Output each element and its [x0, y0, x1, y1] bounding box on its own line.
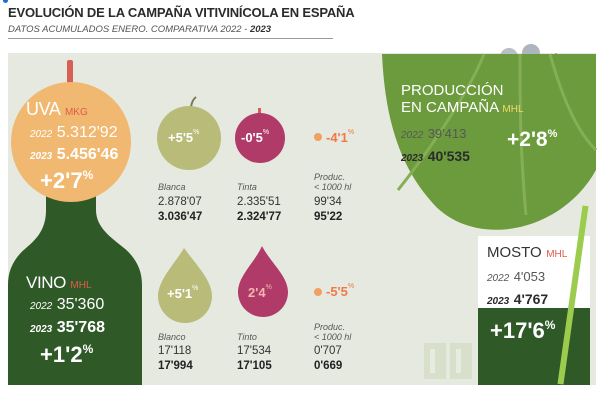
- subtitle-prefix: DATOS ACUMULADOS ENERO. COMPARATIVA 2022…: [8, 24, 250, 35]
- uva-blanca-2022: 2.878'07: [158, 196, 202, 208]
- uva-tinta-change: -0'5%: [241, 129, 270, 145]
- vino-change-value: +1'2: [40, 342, 83, 367]
- production-label-line1: PRODUCCIÓN: [401, 82, 504, 99]
- uva-produc-2023: 95'22: [314, 211, 343, 223]
- uva-blanca-change: +5'5%: [168, 129, 200, 145]
- uva-produc-name-line2: < 1000 hl: [314, 182, 352, 192]
- uva-2023-row: 2023 5.456'46: [30, 146, 118, 164]
- production-change-pct: %: [547, 128, 558, 140]
- wine-bottle: [8, 186, 142, 385]
- mosto-change-value: +17'6: [490, 318, 545, 343]
- vino-blanco-change: +5'1%: [167, 285, 199, 301]
- vino-tinto-name: Tinto: [237, 332, 257, 342]
- vino-2023-row: 2023 35'768: [30, 319, 105, 337]
- mosto-heading: MOSTO MHL: [487, 244, 567, 262]
- uva-heading: UVA MKG: [26, 99, 88, 120]
- vino-label: VINO: [26, 273, 66, 292]
- production-2022-value: 39'413: [427, 126, 467, 141]
- red-grape-icon: [235, 113, 285, 163]
- vino-blanco-2022: 17'118: [158, 345, 192, 357]
- vino-unit: MHL: [70, 280, 92, 291]
- vino-blanco-name: Blanco: [158, 332, 186, 342]
- small-production-drop-icon: [314, 288, 322, 296]
- mosto-label: MOSTO: [487, 244, 542, 261]
- production-change-value: +2'8: [507, 128, 548, 151]
- mosto-2022-label: 2022: [487, 273, 510, 284]
- vino-tinto-2022: 17'534: [237, 345, 272, 357]
- uva-change-pct: %: [82, 168, 94, 182]
- mosto-2022-value: 4'053: [513, 269, 546, 284]
- production-change: +2'8%: [507, 128, 557, 152]
- vino-blanco-2023: 17'994: [158, 360, 193, 372]
- mosto-unit: MHL: [546, 249, 568, 260]
- vino-2023-label: 2023: [30, 324, 53, 335]
- vino-produc-change: -5'5%: [326, 283, 355, 299]
- subtitle-year: 2023: [249, 24, 272, 35]
- title-divider: [8, 38, 333, 39]
- vino-produc-name-line2: < 1000 hl: [314, 332, 352, 342]
- vino-2022-label: 2022: [30, 301, 53, 312]
- uva-blanca-name: Blanca: [158, 182, 186, 192]
- watermark-logo: [424, 343, 472, 379]
- production-2023-value: 40'535: [427, 148, 470, 164]
- vino-change-pct: %: [82, 342, 94, 356]
- white-grape-icon: [157, 106, 221, 170]
- mosto-2023-row: 2023 4'767: [487, 291, 548, 309]
- uva-2022-row: 2022 5.312'92: [30, 124, 118, 142]
- mosto-2022-row: 2022 4'053: [487, 268, 545, 286]
- vino-produc-name: Produc. < 1000 hl: [314, 322, 351, 342]
- vino-2022-row: 2022 35'360: [30, 296, 104, 314]
- uva-produc-name-line1: Produc.: [314, 172, 346, 182]
- uva-produc-change: -4'1%: [326, 129, 355, 145]
- uva-tinta-2022: 2.335'51: [237, 196, 281, 208]
- vino-tinto-change: 2'4%: [248, 284, 272, 300]
- uva-2022-label: 2022: [30, 129, 53, 140]
- vino-produc-name-line1: Produc.: [314, 322, 346, 332]
- production-2023-row: 2023 40'535: [401, 148, 470, 166]
- uva-blanca-2023: 3.036'47: [158, 211, 203, 223]
- vino-2023-value: 35'768: [56, 319, 105, 336]
- vino-produc-2022: 0'707: [314, 345, 342, 357]
- red-wine-drop-icon: [238, 246, 288, 317]
- small-production-grape-icon: [314, 133, 322, 141]
- production-hill: [382, 54, 596, 230]
- uva-2023-label: 2023: [30, 151, 53, 162]
- uva-produc-name: Produc. < 1000 hl: [314, 172, 351, 192]
- production-2023-label: 2023: [401, 153, 424, 164]
- uva-2023-value: 5.456'46: [56, 146, 119, 163]
- page-subtitle: DATOS ACUMULADOS ENERO. COMPARATIVA 2022…: [8, 24, 271, 35]
- uva-unit: MKG: [64, 107, 88, 118]
- vino-heading: VINO MHL: [26, 273, 92, 293]
- production-2022-row: 2022 39'413: [401, 125, 466, 143]
- production-heading: PRODUCCIÓN EN CAMPAÑA MHL: [401, 82, 524, 118]
- uva-tinta-name: Tinta: [237, 182, 257, 192]
- white-wine-drop-icon: [158, 248, 212, 323]
- production-2022-label: 2022: [401, 130, 424, 141]
- uva-2022-value: 5.312'92: [56, 124, 118, 141]
- uva-change: +2'7%: [40, 168, 93, 194]
- vino-change: +1'2%: [40, 342, 93, 368]
- uva-label: UVA: [26, 99, 61, 119]
- uva-produc-2022: 99'34: [314, 196, 342, 208]
- production-label-line2: EN CAMPAÑA: [401, 99, 499, 116]
- mosto-2023-label: 2023: [487, 296, 510, 307]
- uva-tinta-2023: 2.324'77: [237, 211, 282, 223]
- top-accent-dot: [3, 0, 8, 3]
- vino-produc-2023: 0'669: [314, 360, 343, 372]
- mosto-2023-value: 4'767: [513, 291, 549, 307]
- grape-circle: [11, 82, 131, 202]
- mosto-change-pct: %: [544, 318, 556, 332]
- vino-tinto-2023: 17'105: [237, 360, 272, 372]
- grape-stem: [67, 60, 73, 86]
- vino-2022-value: 35'360: [56, 296, 105, 313]
- mosto-change: +17'6%: [490, 318, 555, 344]
- production-unit: MHL: [502, 104, 524, 115]
- uva-change-value: +2'7: [40, 168, 83, 193]
- page-title: EVOLUCIÓN DE LA CAMPAÑA VITIVINÍCOLA EN …: [8, 5, 355, 20]
